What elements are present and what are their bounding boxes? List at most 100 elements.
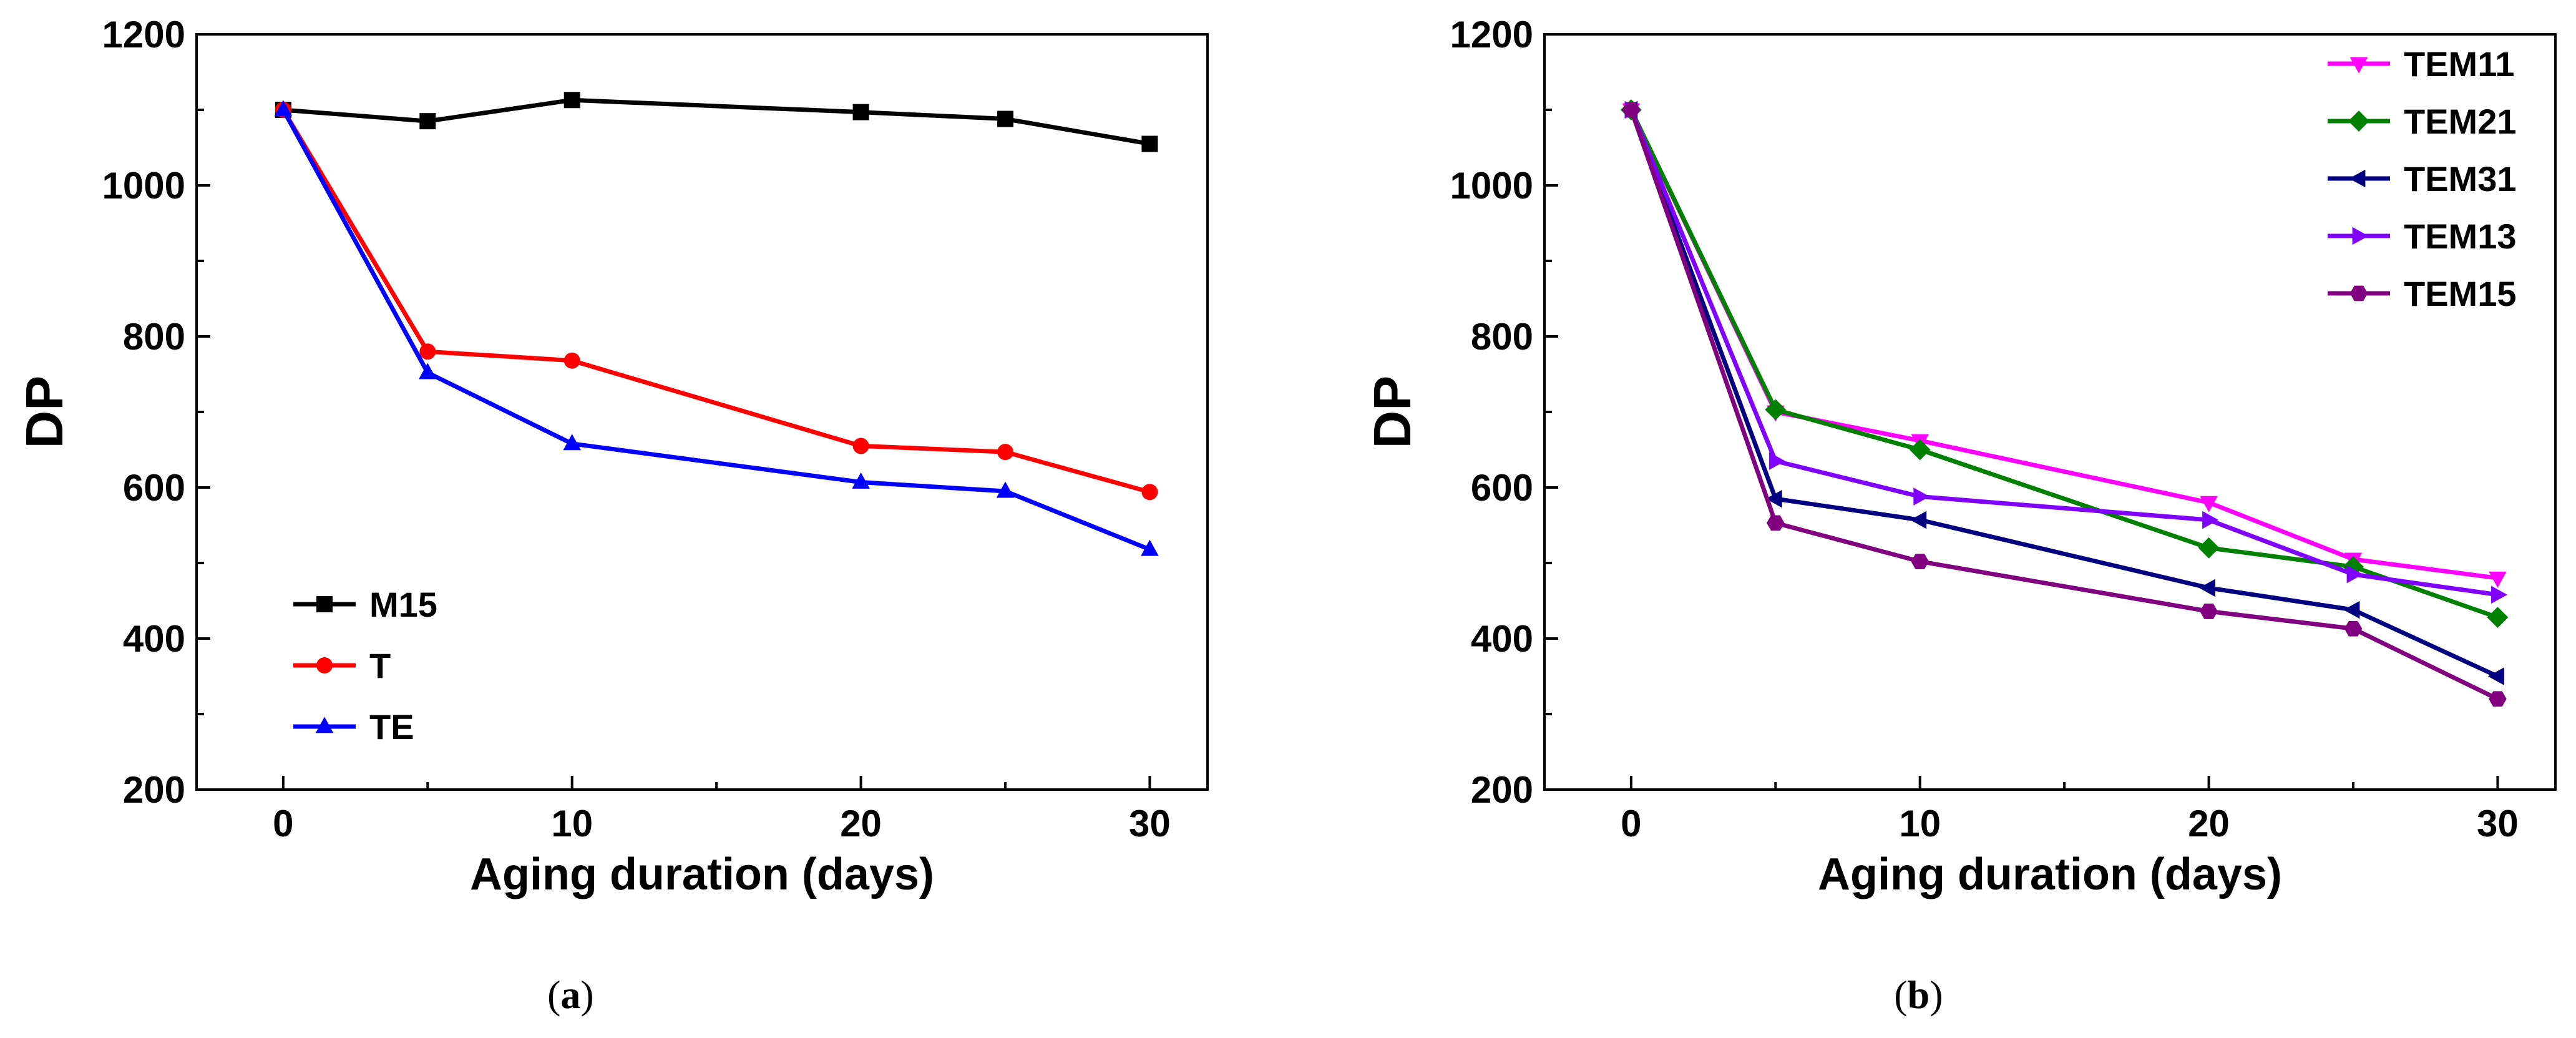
data-point-marker <box>2346 565 2363 584</box>
caption-open-paren: ( <box>1894 972 1907 1017</box>
data-point-marker <box>1910 511 1927 529</box>
data-point-marker <box>1141 135 1158 152</box>
data-point-marker <box>564 352 580 369</box>
data-point-marker <box>563 434 582 451</box>
data-point-marker <box>852 104 869 120</box>
series-tem13 <box>1624 100 2508 604</box>
data-point-marker <box>1765 489 1782 508</box>
y-tick-label: 600 <box>123 467 185 509</box>
x-tick-label: 10 <box>1899 803 1941 845</box>
data-point-marker <box>274 100 293 117</box>
legend-label: TEM15 <box>2404 274 2517 313</box>
plot-frame <box>195 33 1209 791</box>
legend-label: TEM21 <box>2404 102 2517 141</box>
series-tem21 <box>1620 99 2509 629</box>
y-tick-label: 400 <box>1471 618 1533 660</box>
legend: M15 T TE <box>293 585 437 747</box>
data-point-marker <box>2487 667 2504 685</box>
series-te <box>274 100 1159 556</box>
plot-frame <box>1543 33 2557 791</box>
data-point-marker <box>1141 539 1159 556</box>
x-tick-label: 10 <box>551 803 593 845</box>
legend-item: T <box>293 646 391 685</box>
data-point-marker <box>1913 487 1930 506</box>
y-tick-label: 200 <box>123 769 185 811</box>
legend-label: TE <box>369 707 414 747</box>
legend-marker <box>2349 169 2366 188</box>
x-axis-title: Aging duration (days) <box>470 849 934 899</box>
data-point-marker <box>2200 604 2218 619</box>
data-point-marker <box>2489 691 2507 707</box>
x-tick-label: 30 <box>2477 803 2519 845</box>
data-point-marker <box>852 438 869 454</box>
caption-open-paren: ( <box>547 972 560 1017</box>
data-point-marker <box>1909 439 1931 461</box>
data-point-marker <box>2489 571 2507 588</box>
series-line <box>283 97 1151 146</box>
data-point-marker <box>2343 600 2360 619</box>
data-point-marker <box>2344 620 2363 637</box>
data-point-marker <box>2198 579 2215 597</box>
legend-marker <box>2352 227 2369 245</box>
series-m15 <box>275 92 1158 152</box>
x-tick-label: 30 <box>1129 803 1171 845</box>
legend-marker <box>316 596 333 612</box>
series-line <box>281 109 1151 552</box>
series-tem31 <box>1621 100 2504 685</box>
data-point-marker <box>1769 452 1785 470</box>
legend: TEM11 TEM21 TEM31 TEM13 TEM15 <box>2328 44 2517 313</box>
data-point-marker <box>419 343 436 360</box>
legend-label: TEM11 <box>2404 44 2514 84</box>
y-axis-title: DP <box>1363 376 1422 449</box>
caption-close-paren: ) <box>580 972 593 1017</box>
legend-label: T <box>369 646 391 685</box>
legend-item: TEM11 <box>2328 44 2514 84</box>
series-line <box>1629 109 2499 678</box>
legend-marker <box>315 717 334 733</box>
data-point-marker <box>1765 399 1787 421</box>
y-tick-label: 800 <box>123 316 185 358</box>
data-point-marker <box>852 472 870 489</box>
data-point-marker <box>2202 511 2219 529</box>
y-tick-label: 1200 <box>1450 14 1533 56</box>
legend-item: TE <box>293 707 414 747</box>
y-tick-label: 400 <box>123 618 185 660</box>
series-line <box>1629 109 2499 701</box>
data-point-marker <box>1766 515 1785 531</box>
data-point-marker <box>564 92 580 109</box>
caption-close-paren: ) <box>1930 972 1943 1017</box>
series-line <box>281 109 1151 494</box>
series-tem15 <box>1622 102 2507 707</box>
legend-label: TEM13 <box>2404 217 2517 256</box>
legend-label: M15 <box>369 585 437 624</box>
data-point-marker <box>2487 607 2509 629</box>
x-tick-label: 0 <box>273 803 293 845</box>
series-line <box>1629 109 2499 620</box>
chart-a: 200 400 600 800 1000 1200 0 10 20 30 Aging duratio… <box>15 14 1209 1017</box>
y-tick-label: 600 <box>1471 467 1533 509</box>
series-tem11 <box>1622 103 2507 588</box>
series-t <box>275 102 1158 501</box>
legend-marker <box>2349 285 2368 301</box>
legend-item: TEM15 <box>2328 274 2517 313</box>
legend-item: TEM13 <box>2328 217 2517 256</box>
y-tick-label: 1000 <box>1450 165 1533 207</box>
data-point-marker <box>997 110 1013 127</box>
y-tick-label: 1000 <box>102 165 185 207</box>
data-point-marker <box>1141 484 1158 501</box>
x-tick-label: 20 <box>840 803 882 845</box>
legend-label: TEM31 <box>2404 159 2517 198</box>
y-axis-title: DP <box>15 376 74 449</box>
y-tick-label: 200 <box>1471 769 1533 811</box>
series-line <box>1629 109 2498 597</box>
figure-caption: (b) <box>1894 972 1943 1017</box>
caption-letter: a <box>560 972 580 1017</box>
x-axis-title: Aging duration (days) <box>1818 849 2282 899</box>
figure-caption: (a) <box>547 972 594 1017</box>
data-point-marker <box>1911 554 1930 569</box>
y-tick-label: 800 <box>1471 316 1533 358</box>
legend-marker <box>2349 57 2368 74</box>
data-point-marker <box>419 113 436 130</box>
data-point-marker <box>1622 102 1641 118</box>
